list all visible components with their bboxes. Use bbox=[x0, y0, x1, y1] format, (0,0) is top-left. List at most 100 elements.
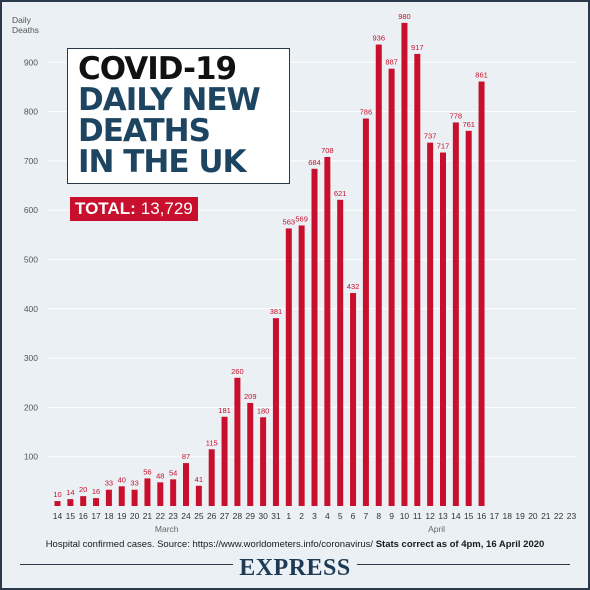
bar bbox=[131, 489, 138, 506]
x-tick-label: 9 bbox=[389, 511, 394, 521]
bar-value-label: 708 bbox=[321, 146, 334, 155]
x-tick-label: 18 bbox=[503, 511, 513, 521]
x-tick-label: 17 bbox=[91, 511, 101, 521]
x-tick-label: 18 bbox=[104, 511, 114, 521]
bar bbox=[247, 402, 254, 506]
x-tick-label: 29 bbox=[246, 511, 256, 521]
x-tick-label: 5 bbox=[338, 511, 343, 521]
total-value: 13,729 bbox=[140, 199, 193, 218]
x-tick-label: 7 bbox=[364, 511, 369, 521]
x-tick-label: 21 bbox=[541, 511, 551, 521]
bar bbox=[350, 293, 357, 506]
x-tick-label: 17 bbox=[490, 511, 500, 521]
bar bbox=[362, 118, 369, 506]
bar bbox=[67, 499, 74, 506]
y-axis-label: Deaths bbox=[12, 25, 39, 35]
bar bbox=[234, 377, 241, 506]
bar-value-label: 887 bbox=[385, 58, 398, 67]
bar bbox=[157, 482, 164, 506]
bar bbox=[105, 489, 112, 506]
bar-value-label: 717 bbox=[437, 142, 450, 151]
bar-value-label: 381 bbox=[270, 307, 283, 316]
month-label: March bbox=[155, 524, 179, 534]
bar bbox=[440, 152, 446, 507]
y-tick-label: 900 bbox=[24, 57, 38, 67]
bar bbox=[427, 142, 434, 506]
x-tick-label: 21 bbox=[143, 511, 153, 521]
bar bbox=[93, 498, 100, 506]
bar-value-label: 16 bbox=[92, 487, 100, 496]
total-label: TOTAL: bbox=[75, 199, 136, 218]
brand-logo: EXPRESS bbox=[0, 555, 590, 582]
x-tick-label: 25 bbox=[194, 511, 204, 521]
y-tick-label: 600 bbox=[24, 205, 38, 215]
bar-value-label: 684 bbox=[308, 158, 321, 167]
bar-value-label: 54 bbox=[169, 468, 177, 477]
y-tick-label: 700 bbox=[24, 156, 38, 166]
y-tick-label: 200 bbox=[24, 402, 38, 412]
bar-value-label: 432 bbox=[347, 282, 360, 291]
title-box: COVID-19 DAILY NEW DEATHS IN THE UK bbox=[67, 48, 290, 184]
bar-value-label: 917 bbox=[411, 43, 424, 52]
x-tick-label: 20 bbox=[130, 511, 140, 521]
x-tick-label: 2 bbox=[299, 511, 304, 521]
x-tick-label: 15 bbox=[464, 511, 474, 521]
stats-date: Stats correct as of 4pm, 16 April 2020 bbox=[375, 539, 545, 550]
bar-value-label: 10 bbox=[53, 490, 61, 499]
x-tick-label: 13 bbox=[438, 511, 448, 521]
x-tick-label: 23 bbox=[168, 511, 178, 521]
bar bbox=[401, 22, 408, 507]
title-line: DAILY NEW bbox=[78, 82, 261, 118]
bar bbox=[54, 501, 61, 506]
brand-wordmark: EXPRESS bbox=[233, 555, 357, 581]
y-tick-label: 400 bbox=[24, 304, 38, 314]
bar bbox=[414, 53, 421, 506]
x-tick-label: 11 bbox=[413, 511, 422, 521]
x-tick-label: 24 bbox=[181, 511, 191, 521]
bar-value-label: 56 bbox=[143, 467, 151, 476]
month-labels: March April bbox=[155, 524, 445, 534]
bar bbox=[80, 496, 87, 506]
bar-value-label: 569 bbox=[295, 214, 308, 223]
bar bbox=[337, 199, 344, 507]
bar bbox=[221, 416, 228, 506]
x-tick-label: 28 bbox=[233, 511, 243, 521]
x-tick-label: 16 bbox=[477, 511, 487, 521]
bar-value-label: 87 bbox=[182, 452, 190, 461]
x-tick-label: 16 bbox=[78, 511, 88, 521]
x-tick-label: 19 bbox=[515, 511, 525, 521]
source-text: Hospital confirmed cases. Source: https:… bbox=[45, 539, 374, 550]
x-tick-label: 26 bbox=[207, 511, 217, 521]
bar-value-label: 48 bbox=[156, 471, 164, 480]
x-tick-label: 19 bbox=[117, 511, 127, 521]
x-tick-label: 27 bbox=[220, 511, 230, 521]
bar-value-label: 260 bbox=[231, 367, 244, 376]
x-tick-label: 1 bbox=[286, 511, 291, 521]
bar-value-label: 209 bbox=[244, 392, 257, 401]
bar-value-label: 41 bbox=[195, 475, 203, 484]
y-tick-label: 800 bbox=[24, 107, 38, 117]
x-tick-label: 6 bbox=[351, 511, 356, 521]
title-line: DEATHS bbox=[78, 113, 211, 149]
bar-value-label: 621 bbox=[334, 189, 347, 198]
bar bbox=[260, 417, 267, 506]
bar bbox=[144, 478, 151, 506]
x-tick-label: 31 bbox=[271, 511, 281, 521]
bar-value-label: 20 bbox=[79, 485, 87, 494]
bar-value-label: 980 bbox=[398, 12, 411, 21]
bars bbox=[54, 22, 485, 507]
x-tick-label: 14 bbox=[53, 511, 63, 521]
y-tick-label: 100 bbox=[24, 452, 38, 462]
x-tick-label: 12 bbox=[425, 511, 435, 521]
x-tick-label: 30 bbox=[258, 511, 268, 521]
bar bbox=[272, 318, 279, 506]
month-label: April bbox=[428, 524, 445, 534]
bar-value-label: 40 bbox=[118, 475, 126, 484]
x-tick-label: 15 bbox=[66, 511, 76, 521]
bar bbox=[311, 168, 318, 506]
x-tick-label: 8 bbox=[376, 511, 381, 521]
x-tick-label: 10 bbox=[400, 511, 410, 521]
x-tick-label: 3 bbox=[312, 511, 317, 521]
y-axis-label: Daily bbox=[12, 15, 32, 25]
